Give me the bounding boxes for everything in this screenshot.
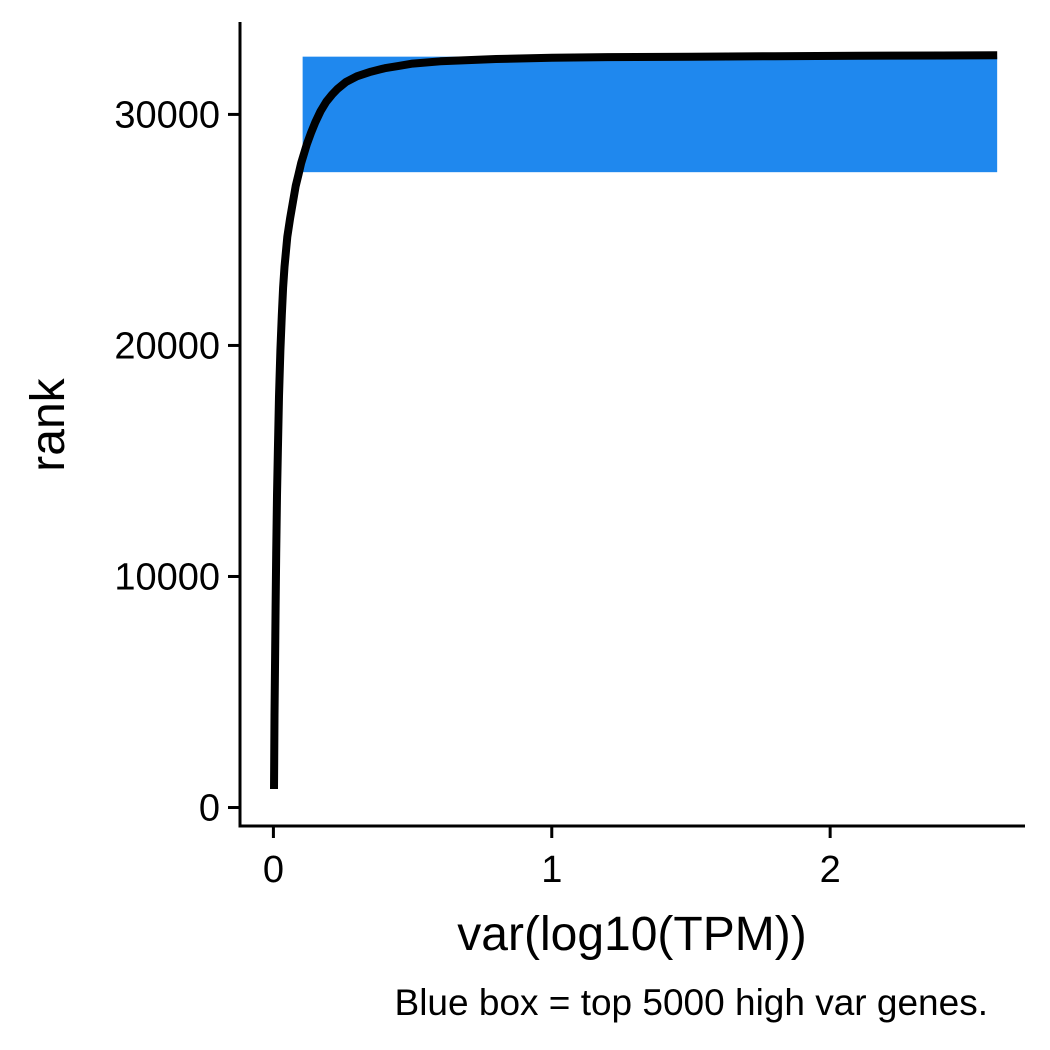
highlight-box (302, 56, 998, 173)
chart-caption: Blue box = top 5000 high var genes. (395, 982, 988, 1023)
axes: 0 1 2 0 10000 20000 30000 (114, 22, 1025, 891)
y-tick-label: 0 (199, 788, 220, 830)
plot-area (270, 51, 998, 790)
y-axis-title: rank (22, 377, 75, 471)
x-axis-title: var(log10(TPM)) (457, 908, 806, 961)
x-tick-label: 0 (263, 849, 284, 891)
y-tick-label: 10000 (114, 556, 220, 598)
x-tick-label: 2 (820, 849, 841, 891)
y-tick-label: 30000 (114, 94, 220, 136)
x-tick-label: 1 (541, 849, 562, 891)
y-tick-label: 20000 (114, 325, 220, 367)
series-line-0 (270, 51, 998, 790)
